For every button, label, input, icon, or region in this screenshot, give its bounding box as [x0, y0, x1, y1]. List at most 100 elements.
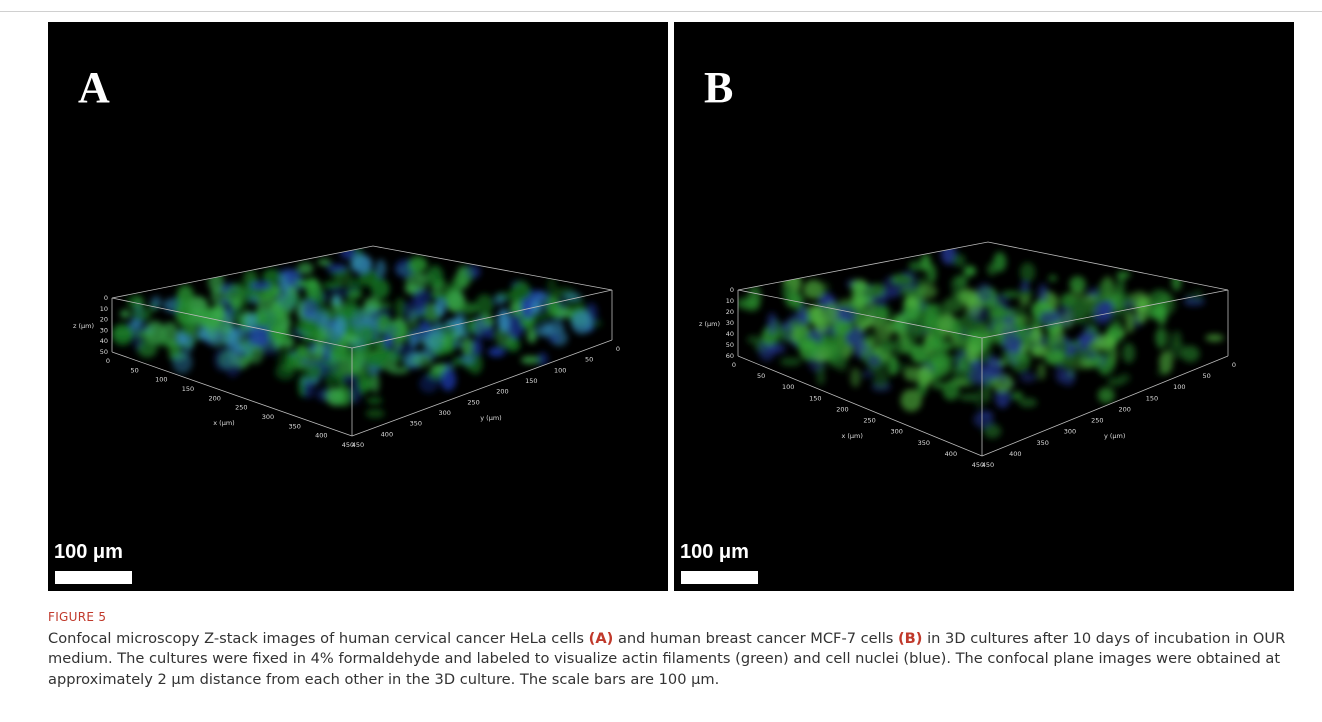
- x-tick-label: 100: [782, 383, 794, 391]
- cell-blob: [394, 297, 406, 319]
- cell-blob: [473, 316, 487, 341]
- cell-blob: [1037, 283, 1048, 303]
- cell-blob: [813, 316, 829, 334]
- y-tick-label: 50: [1203, 372, 1211, 380]
- cell-blob: [1156, 326, 1165, 350]
- figure: 0102030405005010015020025030035040045005…: [48, 22, 1294, 591]
- cell-blob: [1159, 351, 1173, 375]
- cell-blob: [334, 316, 346, 335]
- cell-blob: [273, 338, 283, 346]
- z-tick-label: 20: [726, 308, 734, 316]
- panel-label: A: [78, 63, 110, 112]
- cell-blob: [317, 259, 331, 266]
- cell-blob: [1019, 262, 1036, 283]
- cell-blob: [386, 320, 403, 339]
- cell-blob: [1011, 391, 1024, 401]
- cell-blob: [846, 330, 864, 346]
- x-tick-label: 0: [106, 357, 110, 365]
- cell-blob: [1019, 372, 1037, 383]
- cell-blob: [1081, 326, 1096, 344]
- cell-blob: [746, 335, 761, 344]
- cell-blob: [864, 336, 884, 345]
- x-tick-label: 350: [288, 422, 300, 430]
- cell-blob: [1001, 335, 1023, 352]
- cell-blob: [983, 423, 1002, 439]
- cell-blob: [891, 314, 906, 334]
- cell-blob: [120, 309, 131, 319]
- cell-blob: [1093, 302, 1111, 325]
- cell-blob: [249, 282, 272, 289]
- cell-blob: [283, 293, 304, 307]
- cell-blob: [868, 283, 885, 298]
- y-tick-label: 200: [496, 388, 508, 396]
- cell-blob: [994, 305, 1008, 321]
- figure-label: FIGURE 5: [48, 610, 107, 624]
- caption-text: and human breast cancer MCF-7 cells: [613, 630, 898, 647]
- cell-blob: [1071, 362, 1094, 370]
- z-tick-label: 30: [726, 319, 734, 327]
- x-tick-label: 250: [863, 417, 875, 425]
- cell-blob: [1167, 341, 1187, 359]
- z-tick-label: 0: [730, 286, 734, 294]
- cell-blob: [343, 375, 357, 383]
- y-tick-label: 100: [1173, 383, 1185, 391]
- cell-blob: [393, 344, 415, 354]
- cell-blob: [744, 297, 761, 312]
- cell-blob: [917, 297, 928, 320]
- caption-text: Confocal microscopy Z-stack images of hu…: [48, 630, 589, 647]
- cell-texture: [738, 242, 1224, 439]
- cell-blob: [1094, 334, 1116, 350]
- y-tick-label: 200: [1118, 405, 1130, 413]
- x-tick-label: 350: [918, 439, 930, 447]
- cell-blob: [242, 285, 255, 305]
- z-tick-label: 40: [100, 337, 108, 345]
- cell-blob: [440, 368, 457, 392]
- cell-blob: [1006, 307, 1028, 321]
- x-tick-label: 450: [972, 461, 984, 469]
- cell-blob: [963, 265, 976, 277]
- x-tick-label: 150: [809, 394, 821, 402]
- y-tick-label: 250: [1091, 417, 1103, 425]
- cell-blob: [931, 381, 946, 390]
- box-edge: [737, 355, 983, 457]
- cell-blob: [1183, 297, 1206, 307]
- cell-blob: [1122, 342, 1136, 364]
- cell-blob: [1053, 306, 1075, 327]
- y-axis-label: y (μm): [1104, 432, 1125, 440]
- cell-blob: [821, 282, 831, 294]
- cell-blob: [978, 352, 990, 362]
- cell-blob: [1193, 289, 1203, 302]
- y-tick-label: 0: [1232, 361, 1236, 369]
- y-tick-label: 250: [467, 398, 479, 406]
- y-tick-label: 350: [410, 420, 422, 428]
- cell-blob: [207, 323, 229, 348]
- scale-bar-label: 100 μm: [54, 541, 123, 563]
- cell-blob: [1125, 310, 1135, 334]
- cell-blob: [878, 338, 893, 356]
- caption: Confocal microscopy Z-stack images of hu…: [48, 629, 1298, 690]
- cell-blob: [1069, 276, 1086, 293]
- box-edge: [111, 351, 353, 437]
- cell-blob: [326, 263, 348, 273]
- cell-blob: [920, 253, 931, 272]
- x-tick-label: 200: [208, 394, 220, 402]
- cell-blob: [766, 343, 786, 354]
- cell-blob: [1039, 310, 1060, 326]
- cell-blob: [1048, 275, 1057, 282]
- cell-blob: [1031, 327, 1043, 344]
- cell-blob: [1108, 306, 1130, 319]
- cell-blob: [451, 276, 461, 291]
- cell-blob: [172, 350, 193, 374]
- cell-blob: [1097, 357, 1115, 375]
- x-tick-label: 250: [235, 404, 247, 412]
- cell-blob: [324, 367, 337, 389]
- caption-ref: (A): [588, 630, 614, 647]
- x-tick-label: 50: [131, 366, 139, 374]
- cell-blob: [917, 283, 938, 299]
- cell-blob: [922, 338, 935, 351]
- x-tick-label: 300: [890, 428, 902, 436]
- cell-blob: [950, 275, 967, 294]
- cell-blob: [441, 334, 452, 349]
- y-tick-label: 300: [1064, 428, 1076, 436]
- x-tick-label: 50: [757, 372, 765, 380]
